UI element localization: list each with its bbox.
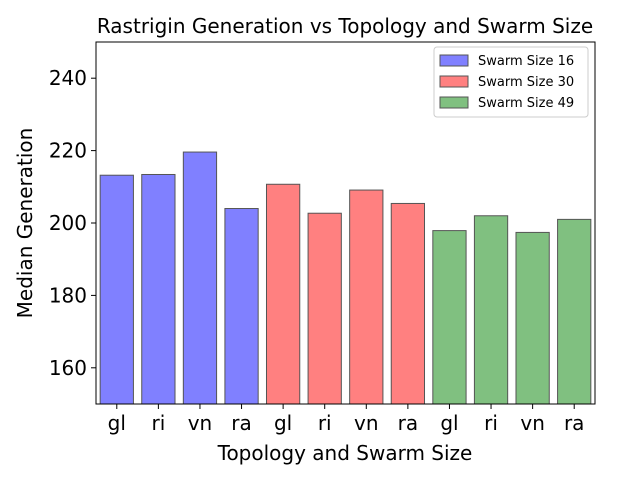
bar <box>224 208 259 405</box>
x-tick-label: gl <box>274 411 292 435</box>
legend-swatch <box>439 54 469 67</box>
bar <box>182 151 218 405</box>
legend-swatch <box>439 75 469 88</box>
bar <box>473 215 509 405</box>
y-tick-label: 180 <box>49 283 87 307</box>
x-tick-label: ra <box>231 411 251 435</box>
x-tick-label: ra <box>398 411 418 435</box>
x-tick-label: vn <box>188 411 213 435</box>
x-tick-label: ri <box>484 411 498 435</box>
y-tick-label: 240 <box>49 66 87 90</box>
bar <box>307 212 342 405</box>
y-axis-label: Median Generation <box>13 128 37 319</box>
y-tick-label: 200 <box>49 211 87 235</box>
legend-entry: Swarm Size 30 <box>478 75 574 90</box>
x-axis: gl ri vn ra gl ri vn ra gl ri vn ra <box>108 404 584 435</box>
x-tick-label: vn <box>520 411 545 435</box>
legend-entry: Swarm Size 16 <box>478 54 574 69</box>
x-tick-label: gl <box>440 411 458 435</box>
legend-swatch <box>439 96 469 109</box>
x-tick-label: gl <box>108 411 126 435</box>
bar <box>141 173 176 405</box>
bar <box>432 230 467 405</box>
chart-title: Rastrigin Generation vs Topology and Swa… <box>97 14 593 38</box>
x-axis-label: Topology and Swarm Size <box>217 441 473 465</box>
x-tick-label: ri <box>318 411 332 435</box>
bar <box>265 183 301 405</box>
x-tick-label: ra <box>564 411 584 435</box>
y-axis: 160 180 200 220 240 <box>49 66 96 380</box>
x-tick-label: ri <box>151 411 165 435</box>
x-tick-label: vn <box>354 411 379 435</box>
bar <box>390 202 426 405</box>
plot-area <box>99 151 592 405</box>
legend-frame <box>433 46 589 118</box>
bar <box>557 218 592 405</box>
y-tick-label: 220 <box>49 139 87 163</box>
y-tick-label: 160 <box>49 356 87 380</box>
legend: Swarm Size 16 Swarm Size 30 Swarm Size 49 <box>433 46 589 118</box>
legend-entry: Swarm Size 49 <box>478 96 574 111</box>
bar <box>349 189 384 405</box>
bar <box>515 231 550 405</box>
bar <box>99 174 134 405</box>
